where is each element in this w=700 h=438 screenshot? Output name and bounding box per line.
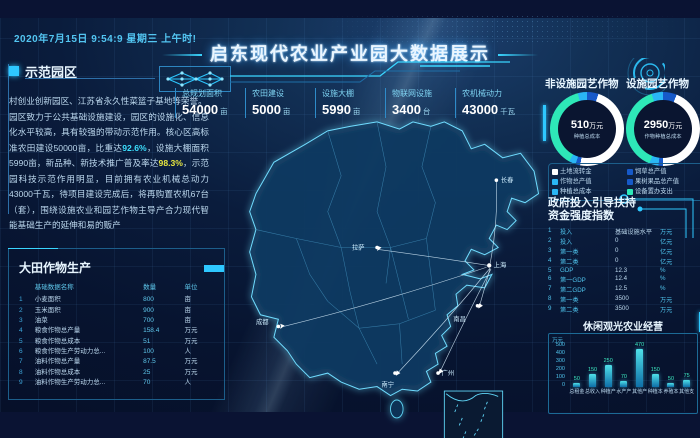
svg-text:长春: 长春 xyxy=(501,175,514,184)
svg-text:南宁: 南宁 xyxy=(382,380,395,389)
svg-text:上海: 上海 xyxy=(494,260,507,269)
svg-text:拉萨: 拉萨 xyxy=(352,242,365,251)
svg-text:广州: 广州 xyxy=(442,368,455,377)
svg-text:成都: 成都 xyxy=(256,317,269,326)
